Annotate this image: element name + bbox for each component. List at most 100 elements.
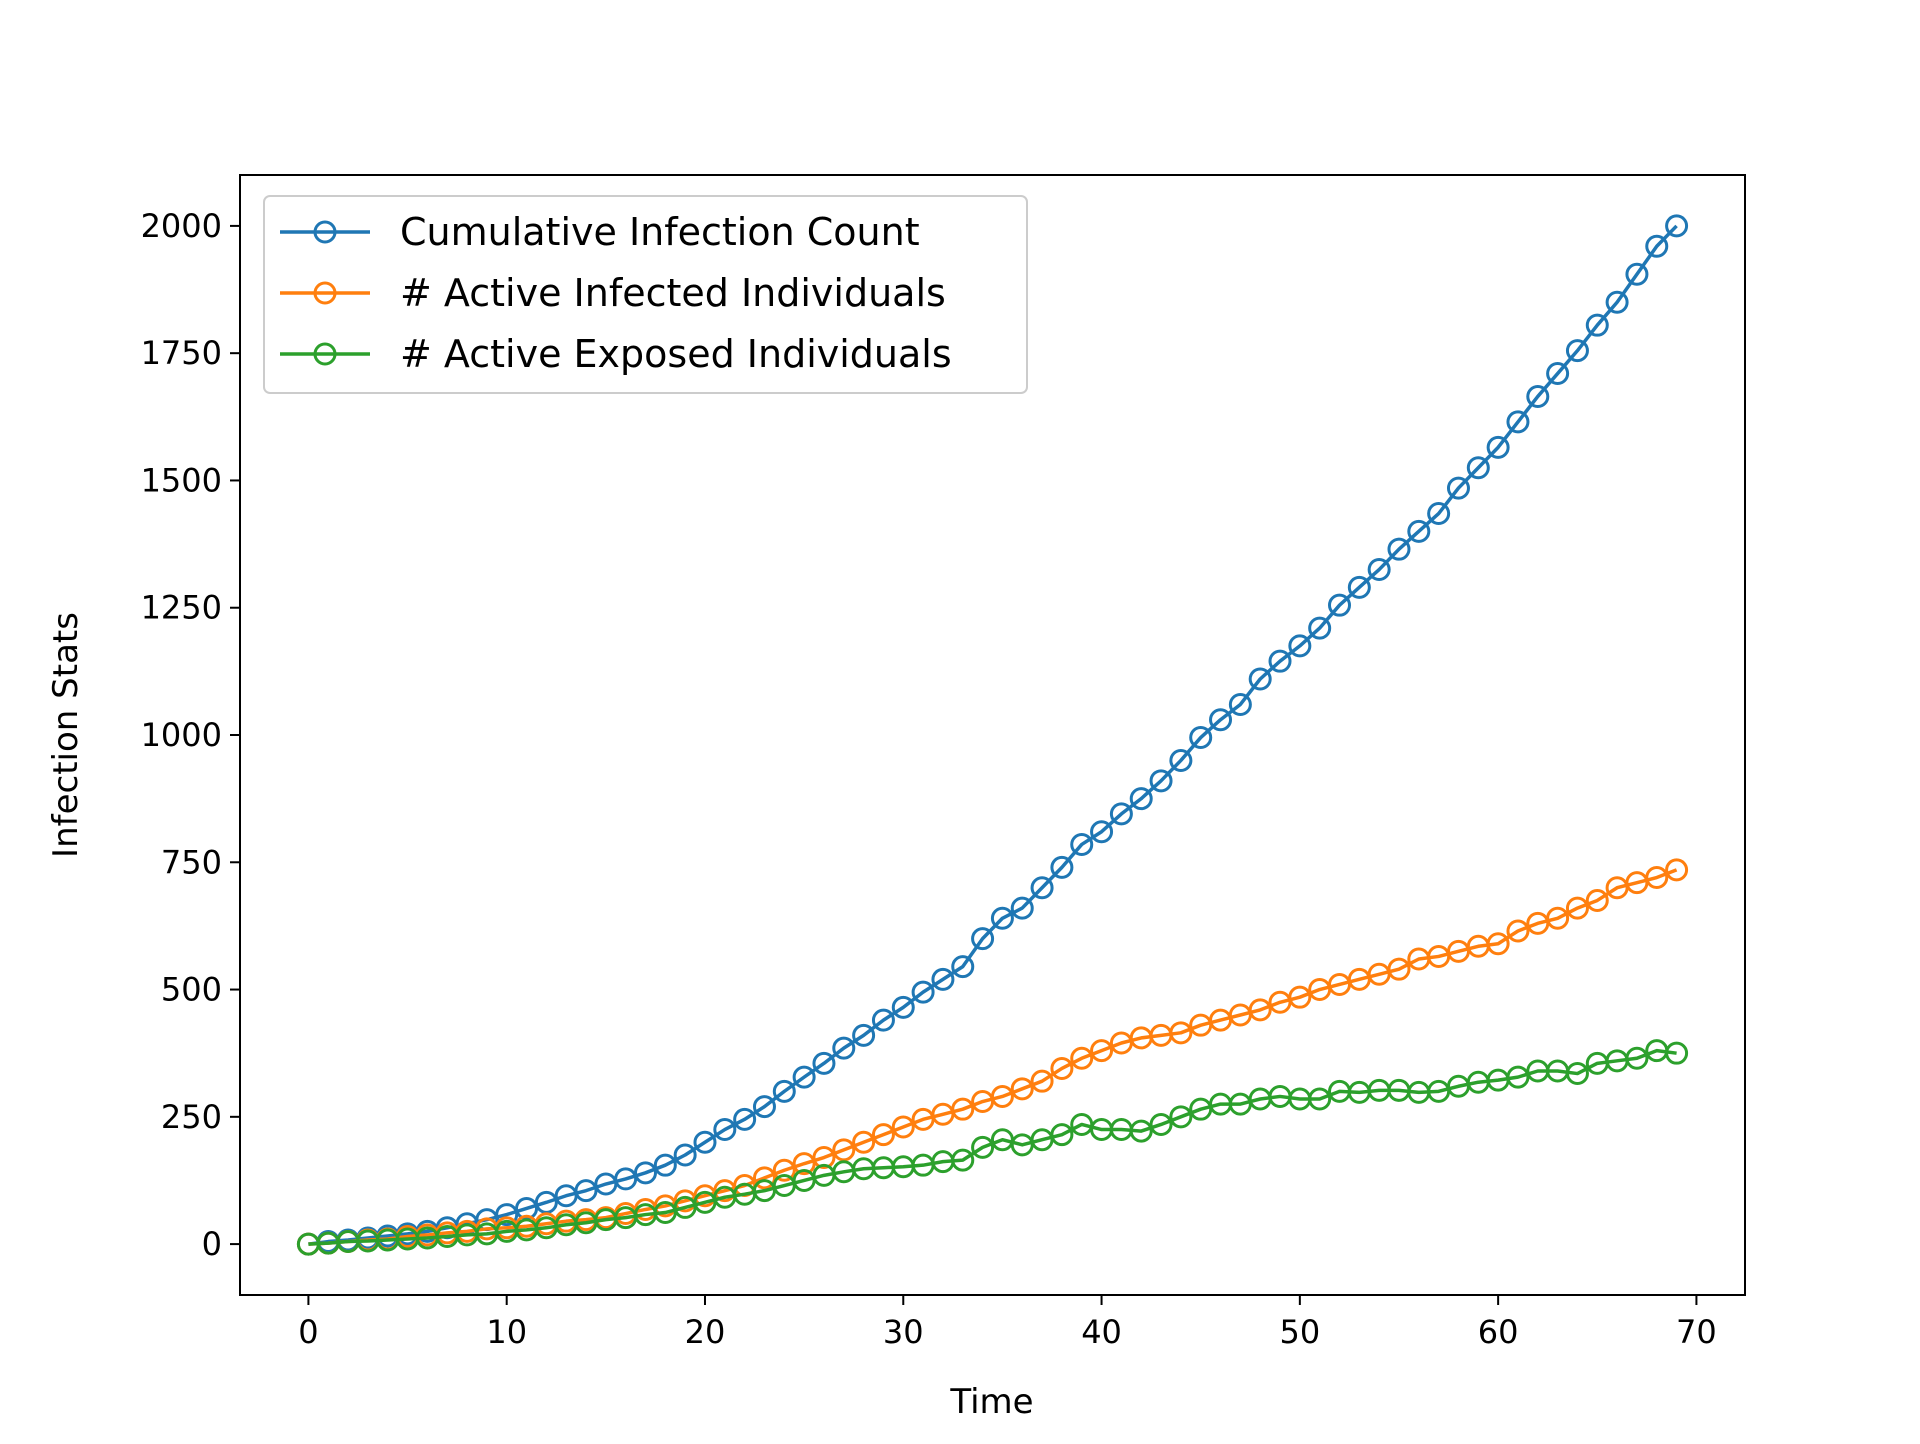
data-point	[1129, 787, 1153, 811]
x-tick-label: 50	[1279, 1313, 1320, 1351]
data-point	[1605, 290, 1629, 314]
data-point	[1625, 1046, 1649, 1070]
data-point	[891, 995, 915, 1019]
data-point	[1328, 593, 1352, 617]
data-point	[1625, 262, 1649, 286]
data-point	[1248, 667, 1272, 691]
data-point	[1288, 634, 1312, 658]
data-point	[1070, 1046, 1094, 1070]
data-point	[1446, 476, 1470, 500]
y-tick-label: 1500	[141, 461, 222, 499]
data-point	[1585, 888, 1609, 912]
legend-box	[263, 195, 1028, 394]
data-point	[1486, 435, 1510, 459]
plot-frame	[239, 174, 1746, 1296]
data-point	[713, 1118, 737, 1142]
y-tick-label: 500	[161, 971, 222, 1009]
data-point	[495, 1203, 519, 1227]
data-point	[1665, 1041, 1689, 1065]
y-tick-label: 0	[202, 1225, 222, 1263]
data-point	[812, 1051, 836, 1075]
data-point	[633, 1161, 657, 1185]
data-point	[1387, 957, 1411, 981]
data-point	[1149, 769, 1173, 793]
data-point	[1407, 519, 1431, 543]
data-point	[1090, 820, 1114, 844]
data-point	[1486, 932, 1510, 956]
data-point	[1189, 726, 1213, 750]
x-tick-label: 70	[1676, 1313, 1717, 1351]
data-point	[1645, 866, 1669, 890]
data-point	[1387, 537, 1411, 561]
data-point	[752, 1095, 776, 1119]
data-point	[1169, 1105, 1193, 1129]
data-point	[1030, 1069, 1054, 1093]
data-point	[1228, 692, 1252, 716]
y-tick-label: 2000	[141, 207, 222, 245]
data-point	[792, 1152, 816, 1176]
data-point	[911, 980, 935, 1004]
data-point	[673, 1143, 697, 1167]
data-point	[971, 1135, 995, 1159]
data-point	[693, 1130, 717, 1154]
legend-marker	[313, 281, 337, 305]
data-point	[1546, 906, 1570, 930]
data-point	[752, 1166, 776, 1190]
y-tick-label: 250	[161, 1098, 222, 1136]
data-point	[1050, 855, 1074, 879]
data-point	[1030, 876, 1054, 900]
data-point	[1010, 896, 1034, 920]
series-layer	[296, 214, 1689, 1256]
data-point	[1526, 384, 1550, 408]
y-tick-label: 750	[161, 843, 222, 881]
data-point	[990, 1084, 1014, 1108]
data-point	[971, 927, 995, 951]
data-point	[653, 1153, 677, 1177]
data-point	[1645, 234, 1669, 258]
data-point	[1050, 1123, 1074, 1147]
data-point	[990, 906, 1014, 930]
data-point	[1546, 362, 1570, 386]
tick-layer: 0 10 20 30 40 50 60 70 0 250 500 750 1000 1250 1500 175…	[141, 207, 1717, 1351]
data-point	[931, 967, 955, 991]
series-group	[296, 1039, 1689, 1256]
data-point	[1050, 1056, 1074, 1080]
y-tick-label: 1250	[141, 589, 222, 627]
data-point	[951, 955, 975, 979]
legend-label: # Active Exposed Individuals	[400, 332, 952, 376]
data-point	[832, 1036, 856, 1060]
y-axis-label: Infection Stats	[46, 612, 86, 858]
legend-label: # Active Infected Individuals	[400, 271, 946, 315]
data-point	[1665, 858, 1689, 882]
data-point	[1565, 339, 1589, 363]
data-point	[1427, 502, 1451, 526]
data-point	[1070, 832, 1094, 856]
legend: Cumulative Infection Count # Active Infec…	[263, 195, 1028, 394]
x-tick-label: 40	[1081, 1313, 1122, 1351]
legend-marker	[313, 342, 337, 366]
data-point	[1506, 919, 1530, 943]
data-point	[1367, 558, 1391, 582]
data-point	[1169, 1021, 1193, 1045]
data-point	[832, 1138, 856, 1162]
data-point	[772, 1079, 796, 1103]
legend-entries: Cumulative Infection Count # Active Infec…	[280, 210, 952, 376]
data-point	[1585, 313, 1609, 337]
x-tick-label: 30	[883, 1313, 924, 1351]
data-point	[1109, 802, 1133, 826]
y-tick-label: 1750	[141, 334, 222, 372]
data-point	[1347, 575, 1371, 599]
x-tick-label: 0	[298, 1313, 318, 1351]
data-point	[951, 1097, 975, 1121]
x-tick-label: 20	[685, 1313, 726, 1351]
data-point	[1268, 649, 1292, 673]
data-point	[1209, 708, 1233, 732]
data-point	[951, 1148, 975, 1172]
data-point	[733, 1107, 757, 1131]
data-point	[1665, 214, 1689, 238]
data-point	[1565, 896, 1589, 920]
data-point	[891, 1115, 915, 1139]
x-axis-label: Time	[949, 1382, 1033, 1422]
